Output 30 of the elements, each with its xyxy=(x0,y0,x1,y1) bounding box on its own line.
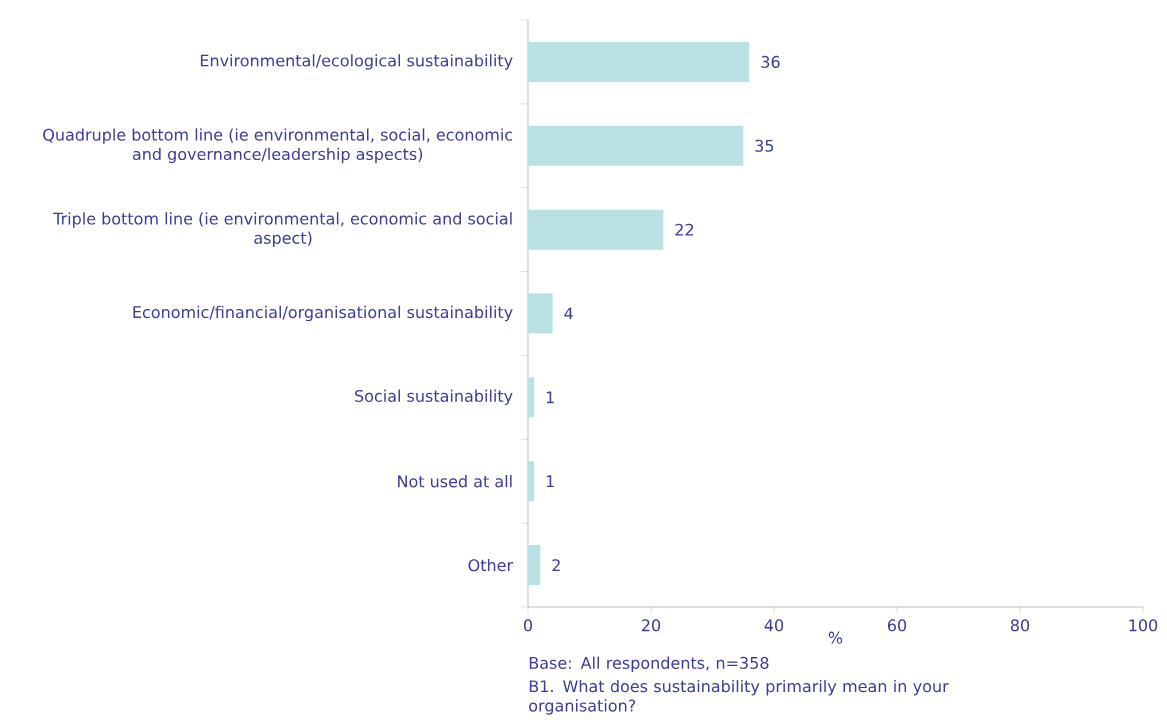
y-tick-label: Social sustainability xyxy=(355,389,513,406)
bar xyxy=(528,125,744,166)
data-label: 1 xyxy=(546,475,554,488)
data-label: 35 xyxy=(755,139,774,152)
bar xyxy=(528,293,553,334)
bar xyxy=(528,209,664,250)
data-label: 4 xyxy=(564,307,573,320)
x-tick-label: 40 xyxy=(764,619,784,632)
bar xyxy=(528,461,535,502)
x-tick-label: 80 xyxy=(1010,619,1030,632)
bar xyxy=(528,545,541,586)
y-tick-label: Economic/financial/organisational sustainability xyxy=(133,305,513,322)
data-label: 22 xyxy=(675,223,693,236)
x-axis-title: % xyxy=(828,631,843,644)
x-tick-label: 0 xyxy=(523,619,533,632)
y-tick-label: Quadruple bottom line (ie environmental, social, economic and governance/leadership aspects) xyxy=(43,128,513,164)
bar xyxy=(528,41,750,82)
y-tick-label: Not used at all xyxy=(398,475,512,488)
text: Base: All respondents, n=358 xyxy=(529,656,769,673)
x-tick-label: 20 xyxy=(641,619,661,632)
text: B1. What does sustainability primarily mean in your organisation? xyxy=(529,679,949,715)
x-tick-label: 100 xyxy=(1129,619,1158,632)
y-tick-label: Other xyxy=(468,558,514,572)
data-label: 36 xyxy=(761,55,780,68)
bar xyxy=(528,377,535,418)
y-tick-label: Triple bottom line (ie environmental, economic and social aspect) xyxy=(53,212,512,248)
y-tick-label: Environmental/ecological sustainability xyxy=(200,54,513,70)
x-tick-label: 60 xyxy=(887,619,907,632)
data-label: 2 xyxy=(552,559,560,571)
data-label: 1 xyxy=(546,391,554,404)
